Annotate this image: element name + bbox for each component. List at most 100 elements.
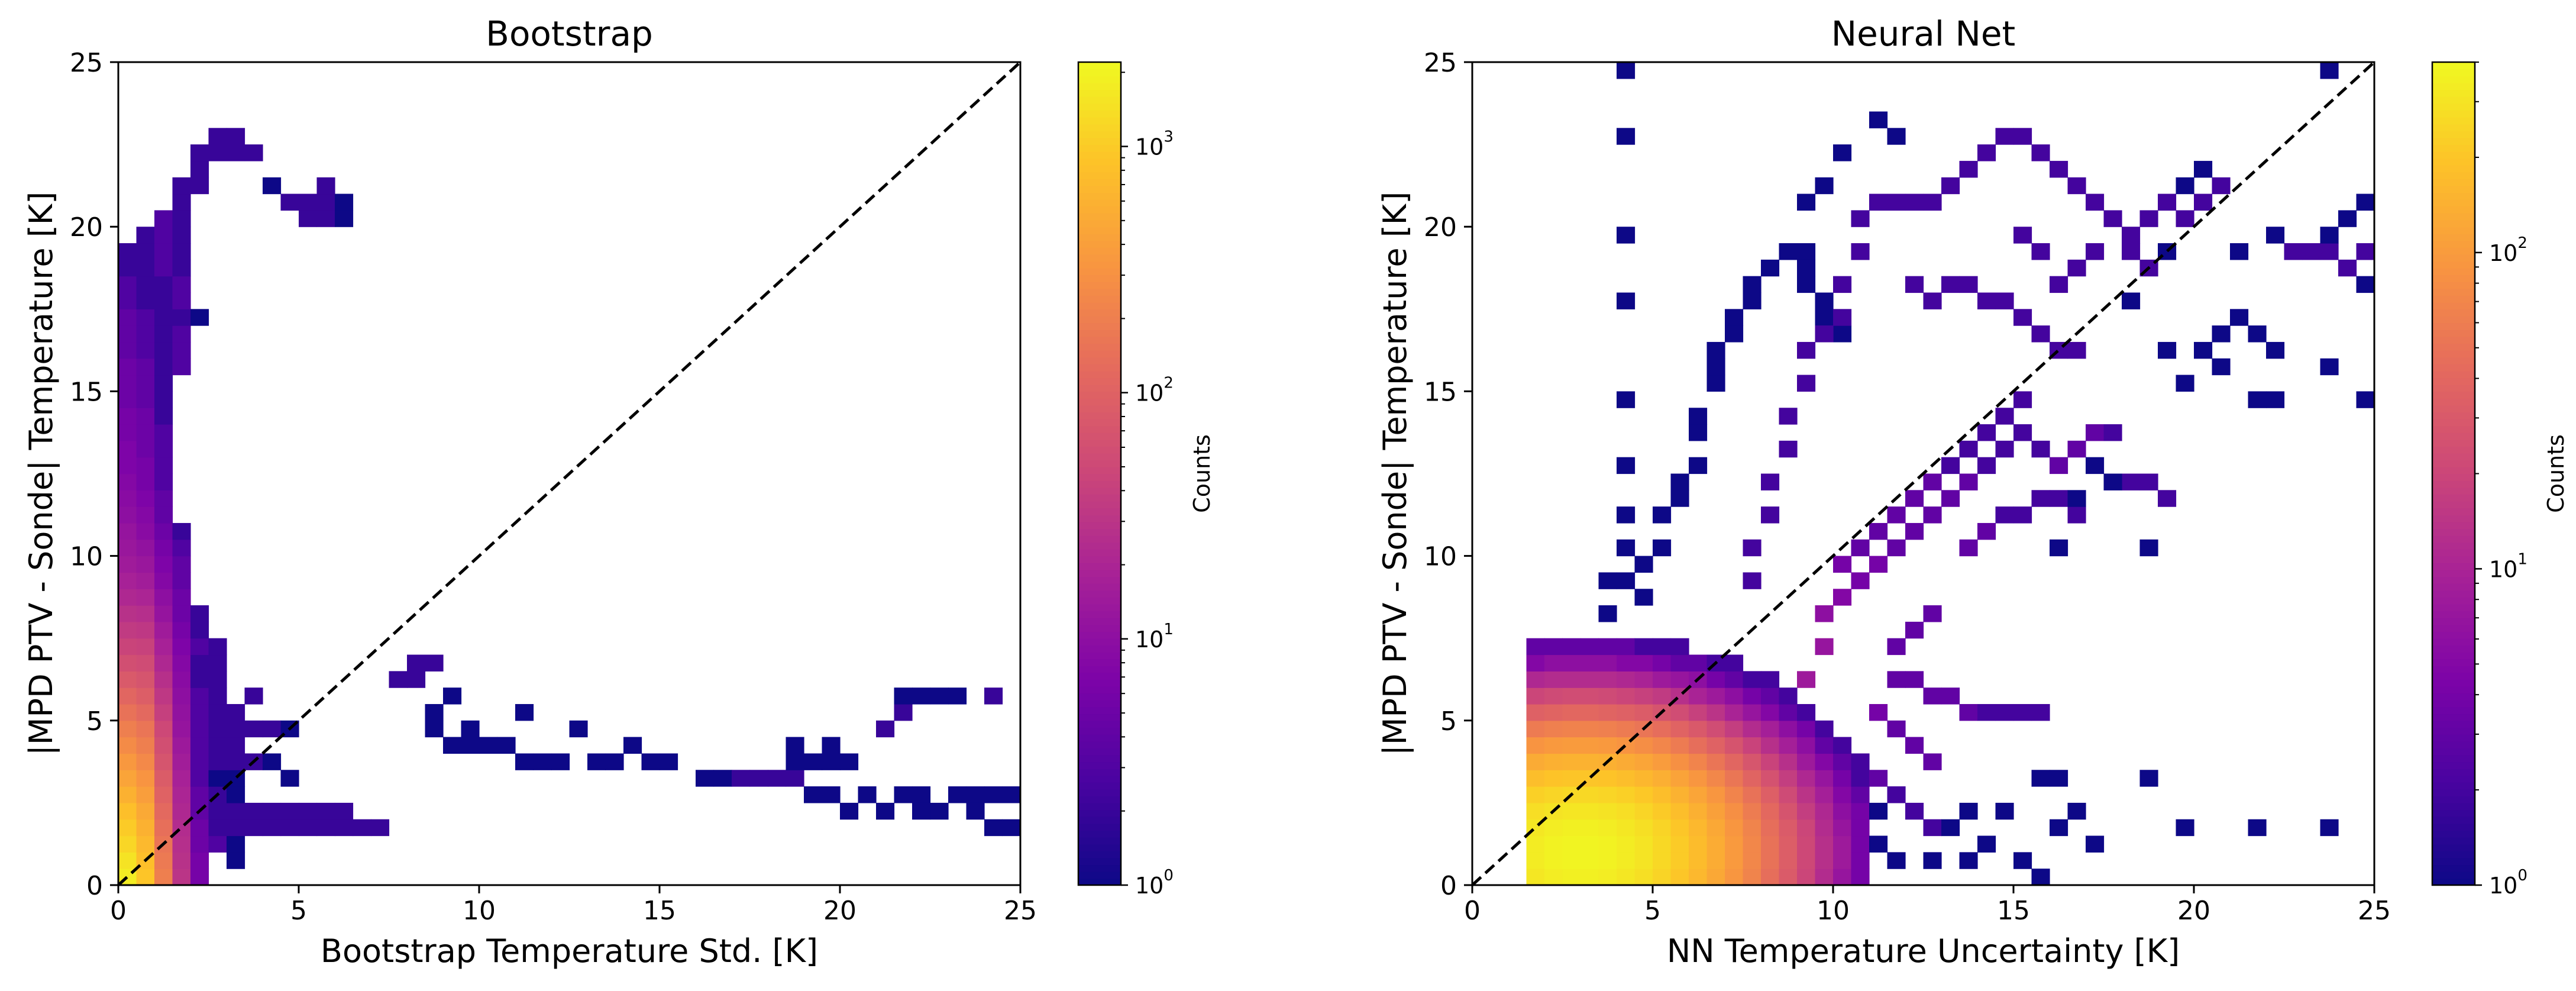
heatmap-cell [136,589,155,606]
heatmap-cell [136,720,155,738]
heatmap-cell [1743,819,1761,837]
colorbar-step [1078,350,1121,358]
heatmap-cell [1959,703,1978,721]
heatmap-cell [1869,802,1888,820]
colorbar-step [2432,288,2475,296]
heatmap-cell [118,654,137,672]
heatmap-cell [1815,835,1834,853]
colorbar-step [2432,844,2475,851]
x-tick-label: 5 [1644,896,1661,926]
heatmap-cell [299,193,318,211]
heatmap-cell [1833,276,1852,293]
colorbar-step [1078,261,1121,269]
heatmap-cell [2176,375,2194,392]
heatmap-cell [1779,703,1798,721]
heatmap-cell [1598,770,1617,787]
heatmap-cell [118,506,137,524]
heatmap-cell [984,819,1003,837]
x-tick-label: 0 [110,896,127,926]
heatmap-cell [1689,835,1708,853]
colorbar-step [1078,583,1121,591]
heatmap-cell [1743,687,1761,705]
heatmap-cell [1761,703,1780,721]
heatmap-cell [1670,852,1689,869]
colorbar-step [2432,515,2475,522]
heatmap-cell [984,687,1003,705]
colorbar-step [1078,254,1121,262]
heatmap-cell [1797,720,1816,738]
colorbar-step [1078,686,1121,694]
heatmap-cell [136,802,155,820]
heatmap-cell [172,210,191,227]
colorbar-step [2432,782,2475,790]
heatmap-cell [172,325,191,343]
heatmap-cell [1779,802,1798,820]
heatmap-cell [172,621,191,639]
heatmap-cell [335,802,354,820]
heatmap-cell [1797,786,1816,803]
heatmap-cell [822,753,841,770]
colorbar-step [1078,384,1121,392]
heatmap-cell [1905,522,1924,540]
y-tick-label: 5 [1440,706,1457,737]
heatmap-cell [118,671,137,688]
heatmap-cell [136,786,155,803]
heatmap-cell [190,852,209,869]
colorbar-step [2432,521,2475,530]
heatmap-cell [136,819,155,837]
heatmap-cell [154,440,173,458]
heatmap-cell [1526,720,1545,738]
heatmap-cell [1779,408,1798,425]
heatmap-cell [1634,556,1653,573]
heatmap-cell [894,786,913,803]
colorbar-step [2432,69,2475,76]
heatmap-cell [1598,605,1617,622]
heatmap-cell [154,391,173,408]
colorbar-step [1078,508,1121,515]
colorbar-step [2432,405,2475,412]
x-tick-label: 15 [643,896,676,926]
colorbar-step [2432,658,2475,666]
colorbar-step [1078,288,1121,296]
heatmap-cell [227,786,245,803]
colorbar-step [1078,515,1121,522]
heatmap-cell [1725,737,1744,754]
heatmap-cell [1761,819,1780,837]
heatmap-cell [1779,770,1798,787]
heatmap-cell [2320,243,2339,260]
heatmap-cell [2320,358,2339,376]
heatmap-cell [1689,852,1708,869]
heatmap-cell [244,819,263,837]
colorbar-step [2432,103,2475,111]
colorbar-step [1078,89,1121,97]
colorbar-step [2432,638,2475,646]
heatmap-cell [822,737,841,754]
colorbar-step [1078,679,1121,687]
heatmap-cell [154,654,173,672]
colorbar-step [2432,487,2475,495]
heatmap-cell [136,835,155,853]
colorbar-step [2432,199,2475,207]
heatmap-cell [1797,802,1816,820]
heatmap-cell [1833,737,1852,754]
heatmap-cell [2320,62,2339,79]
heatmap-cell [1851,210,1870,227]
colorbar-step [2432,590,2475,598]
heatmap-cell [1617,539,1636,557]
heatmap-cell [1634,687,1653,705]
colorbar-step [1078,837,1121,845]
heatmap-cell [208,835,227,853]
colorbar-step [1078,453,1121,461]
heatmap-cell [2139,473,2158,490]
heatmap-cell [299,819,318,837]
heatmap-cell [208,654,227,672]
x-tick-label: 20 [823,896,856,926]
heatmap-cell [2212,177,2231,195]
heatmap-cell [1598,786,1617,803]
heatmap-cell [2176,210,2194,227]
heatmap-cell [136,506,155,524]
colorbar-step [1078,651,1121,660]
heatmap-cell [1562,802,1581,820]
heatmap-cell [1923,852,1942,869]
heatmap-cell [1544,687,1563,705]
